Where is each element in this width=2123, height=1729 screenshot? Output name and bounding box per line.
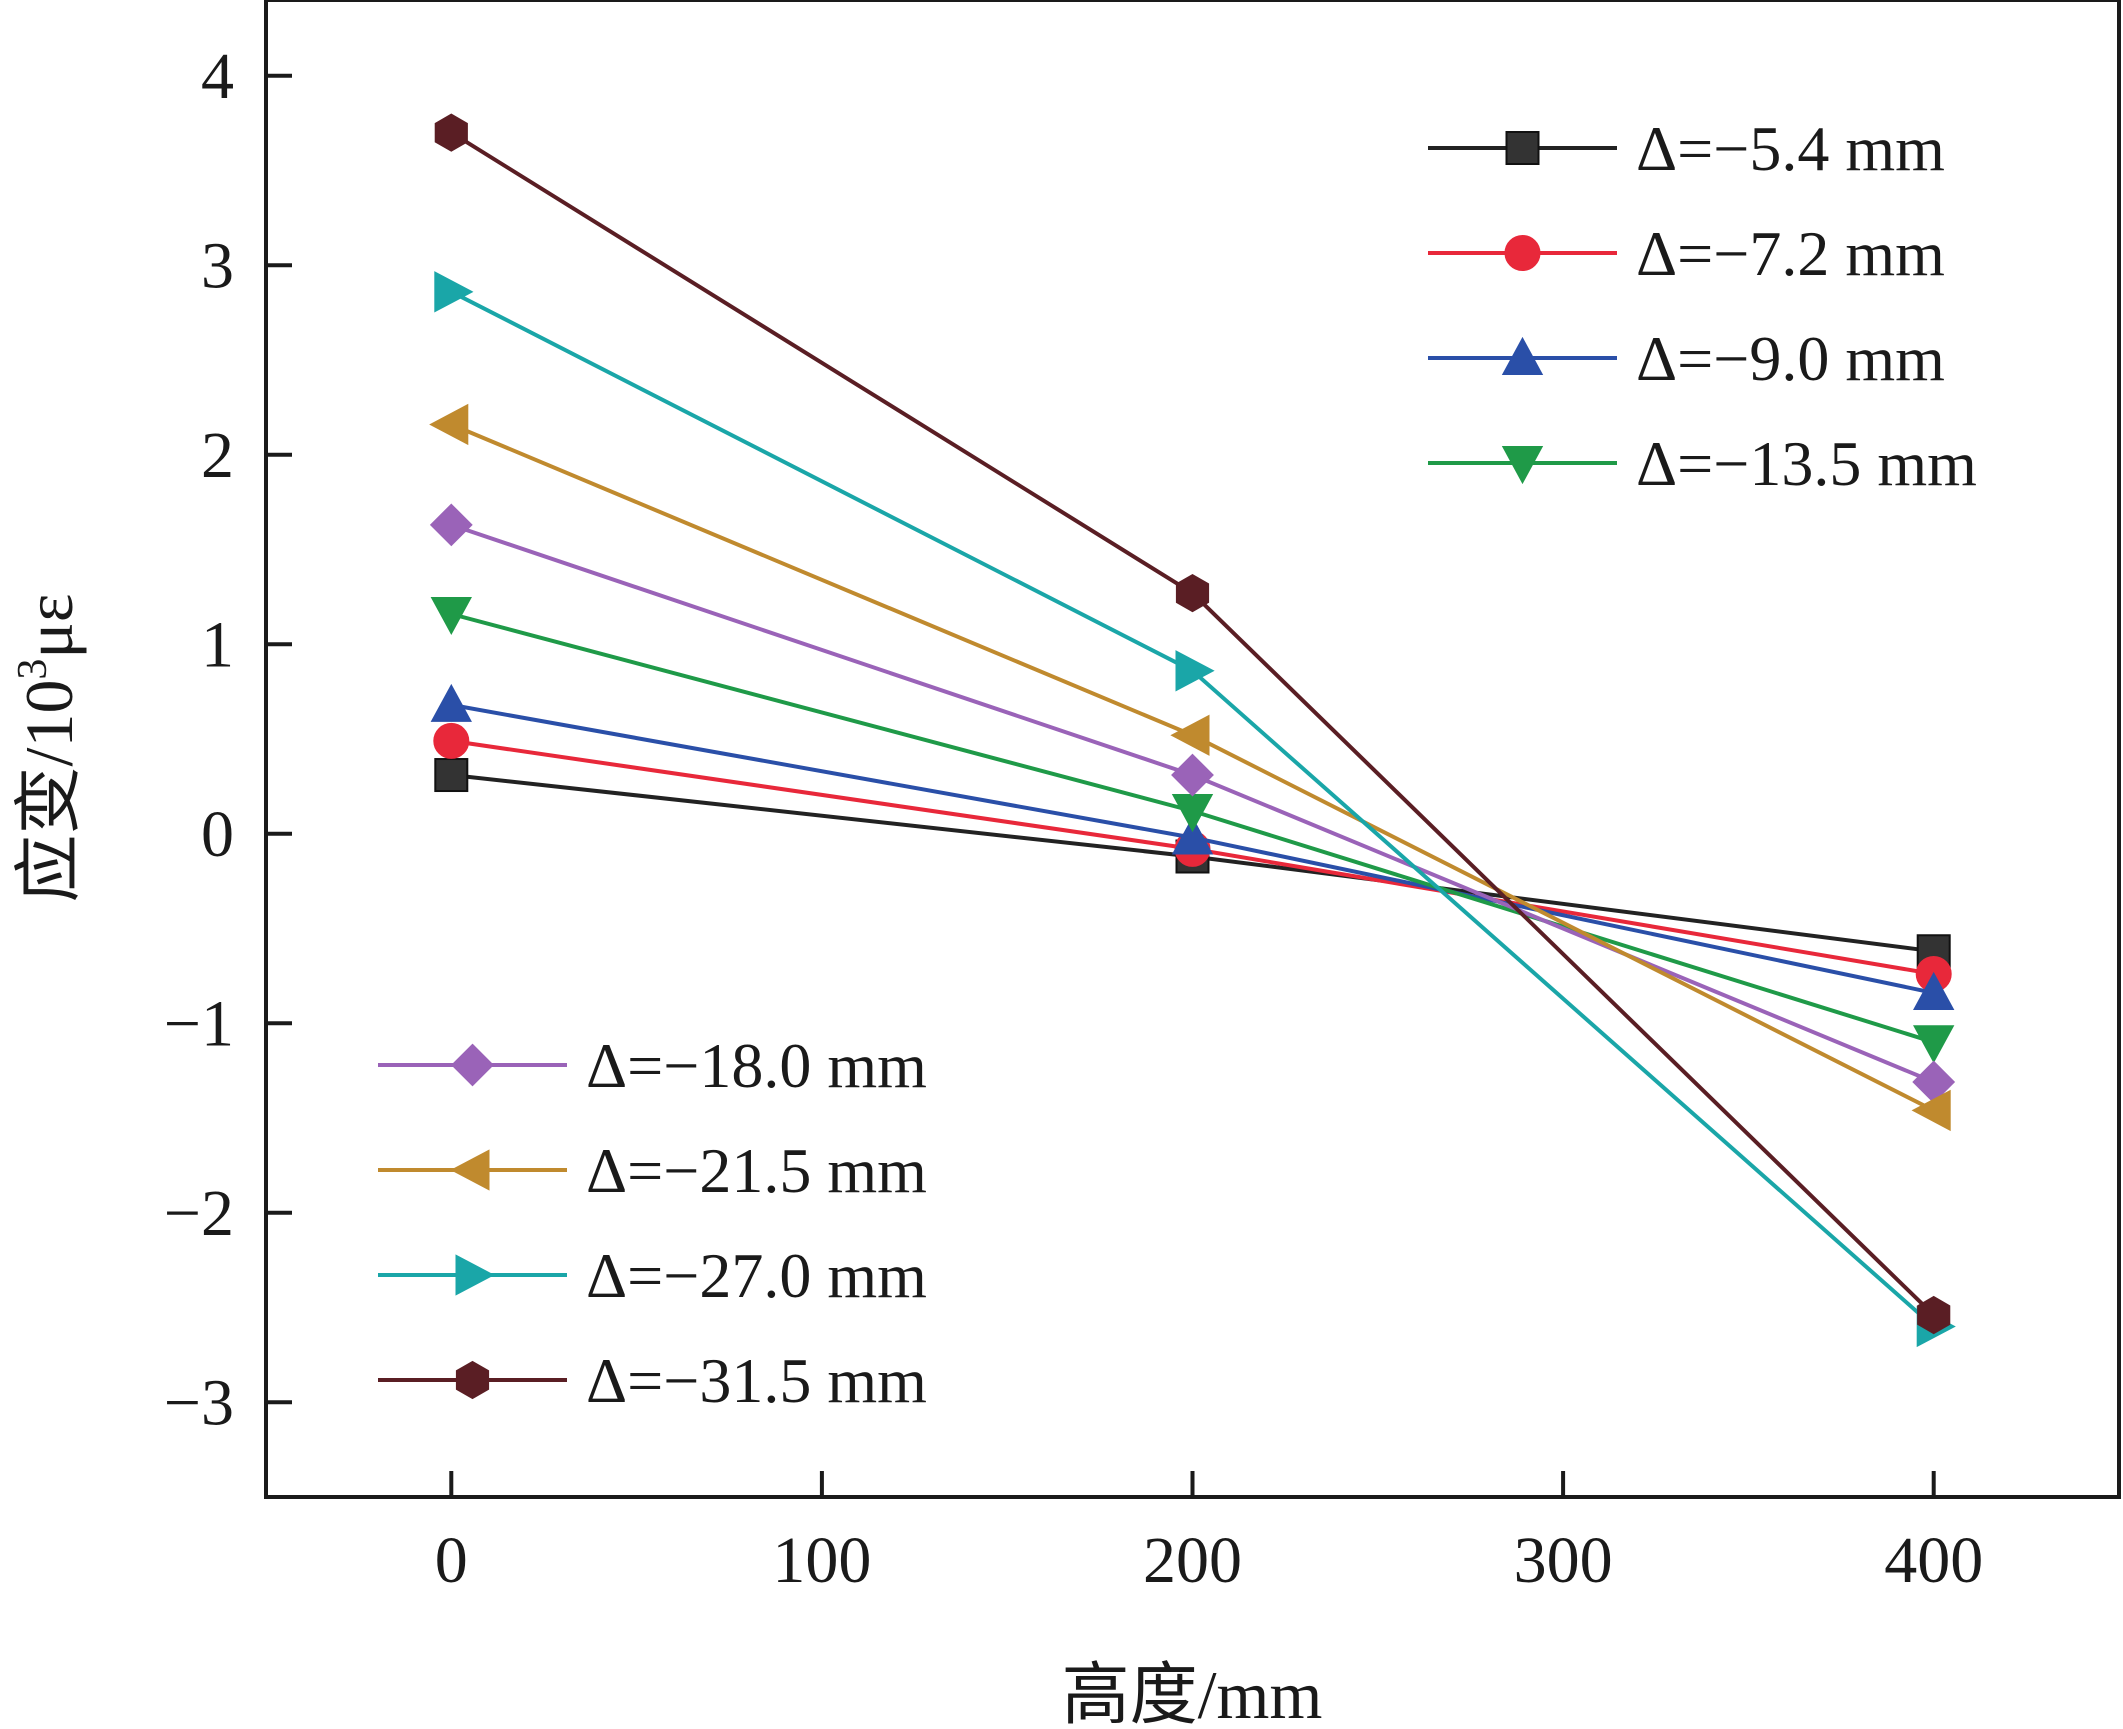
- series-6: [429, 403, 1951, 1132]
- legend-label: Δ=−27.0 mm: [586, 1240, 927, 1311]
- series-layer: [429, 113, 1956, 1348]
- legend-top-right: Δ=−5.4 mm Δ=−7.2 mm Δ=−9.0 mm Δ=−13.5 mm: [1428, 113, 1977, 499]
- data-point: [1171, 794, 1214, 833]
- data-point: [1504, 235, 1541, 271]
- x-tick-label: 400: [1884, 1524, 1983, 1597]
- data-point: [430, 683, 472, 722]
- legend-item: Δ=−5.4 mm: [1428, 113, 1945, 184]
- data-point: [434, 113, 468, 152]
- data-point: [1175, 573, 1210, 613]
- y-tick-label: 2: [201, 419, 234, 492]
- series-8: [434, 113, 1951, 1335]
- legend-bottom-left: Δ=−18.0 mm Δ=−21.5 mm Δ=−27.0 mm Δ=−31.5 mm: [378, 1030, 927, 1416]
- legend-label: Δ=−5.4 mm: [1636, 113, 1945, 184]
- y-tick-label: 0: [201, 798, 234, 871]
- data-point: [455, 1360, 490, 1400]
- y-axis-label-unit: με: [11, 594, 87, 659]
- legend-item: Δ=−7.2 mm: [1428, 218, 1945, 289]
- legend-item: Δ=−9.0 mm: [1428, 323, 1945, 394]
- data-point: [434, 758, 469, 793]
- series-3: [430, 683, 1955, 1010]
- legend-label: Δ=−7.2 mm: [1636, 218, 1945, 289]
- y-axis-label: 应变/103με: [10, 594, 87, 903]
- x-tick-label: 0: [435, 1524, 468, 1597]
- legend-label: Δ=−21.5 mm: [586, 1135, 927, 1206]
- data-point: [1917, 1295, 1951, 1335]
- data-point: [1171, 816, 1214, 855]
- legend-item: Δ=−31.5 mm: [378, 1345, 927, 1416]
- y-axis-label-exponent: 3: [10, 659, 56, 680]
- x-tick-label: 300: [1514, 1524, 1613, 1597]
- y-tick-label: 4: [201, 40, 234, 113]
- data-point: [1175, 650, 1215, 692]
- y-tick-label: 1: [201, 608, 234, 681]
- legend-layer: Δ=−5.4 mmΔ=−7.2 mmΔ=−9.0 mmΔ=−13.5 mmΔ=−…: [378, 113, 1977, 1416]
- axis-ticks: 0 100 200 300 400 −3 −2 −1 0 1 2 3 4: [164, 40, 1983, 1597]
- data-point: [451, 1043, 494, 1087]
- y-tick-label: −2: [164, 1177, 234, 1250]
- y-tick-label: 3: [201, 229, 234, 302]
- data-point: [1501, 336, 1544, 375]
- data-point: [450, 1149, 490, 1191]
- data-point: [1911, 1089, 1951, 1132]
- y-axis-label-main: 应变/10: [11, 680, 87, 903]
- data-point: [1913, 971, 1955, 1010]
- x-tick-label: 100: [772, 1524, 871, 1597]
- legend-item: Δ=−18.0 mm: [378, 1030, 927, 1101]
- legend-label: Δ=−13.5 mm: [1636, 428, 1977, 499]
- y-tick-label: −3: [164, 1366, 234, 1439]
- legend-label: Δ=−31.5 mm: [586, 1345, 927, 1416]
- legend-item: Δ=−27.0 mm: [378, 1240, 927, 1311]
- legend-item: Δ=−13.5 mm: [1428, 428, 1977, 499]
- data-point: [429, 503, 473, 547]
- data-point: [455, 1254, 495, 1296]
- legend-label: Δ=−18.0 mm: [586, 1030, 927, 1101]
- x-tick-label: 200: [1143, 1524, 1242, 1597]
- data-point: [1505, 131, 1540, 165]
- data-point: [430, 596, 472, 636]
- data-point: [1913, 1025, 1955, 1064]
- data-point: [433, 722, 470, 759]
- data-point: [1501, 446, 1544, 485]
- data-point: [429, 403, 469, 446]
- legend-item: Δ=−21.5 mm: [378, 1135, 927, 1206]
- data-point: [1171, 753, 1214, 797]
- y-tick-label: −1: [164, 987, 234, 1060]
- legend-label: Δ=−9.0 mm: [1636, 323, 1945, 394]
- data-point: [434, 271, 474, 313]
- series-5: [429, 503, 1956, 1104]
- data-point: [1170, 714, 1210, 756]
- x-axis-label: 高度/mm: [1062, 1657, 1323, 1729]
